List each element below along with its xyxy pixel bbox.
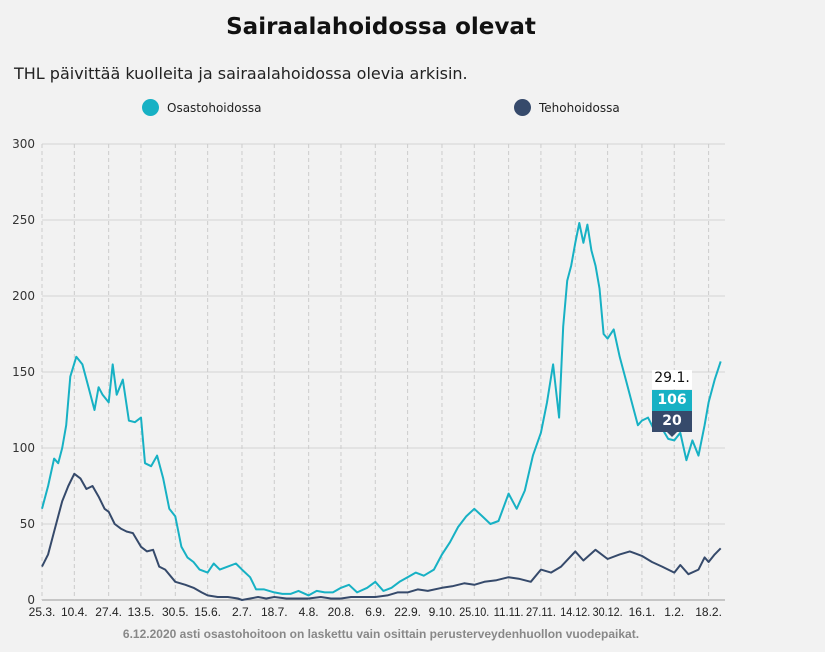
x-tick-label: 1.2. bbox=[664, 605, 684, 619]
y-tick-label: 50 bbox=[20, 517, 35, 531]
legend-dot-icon bbox=[514, 99, 531, 116]
y-tick-label: 200 bbox=[12, 289, 35, 303]
x-tick-label: 13.5. bbox=[128, 605, 155, 619]
tooltip-arrow-icon bbox=[667, 432, 677, 442]
legend-label: Tehohoidossa bbox=[539, 100, 620, 115]
y-tick-label: 250 bbox=[12, 213, 35, 227]
x-tick-label: 18.7. bbox=[261, 605, 288, 619]
x-tick-label: 6.9. bbox=[365, 605, 385, 619]
chart-subtitle: THL päivittää kuolleita ja sairaalahoido… bbox=[14, 64, 468, 83]
legend-dot-icon bbox=[142, 99, 159, 116]
tooltip-date: 29.1. bbox=[652, 370, 692, 389]
y-tick-label: 0 bbox=[27, 593, 35, 607]
x-tick-label: 22.9. bbox=[394, 605, 421, 619]
x-tick-label: 16.1. bbox=[629, 605, 656, 619]
series-line-osastohoidossa bbox=[41, 222, 722, 597]
x-tick-label: 11.11. bbox=[494, 605, 524, 619]
footnote: 6.12.2020 asti osastohoitoon on laskettu… bbox=[122, 627, 640, 641]
legend-label: Osastohoidossa bbox=[167, 100, 262, 115]
y-tick-label: 100 bbox=[12, 441, 35, 455]
x-tick-label: 25.3. bbox=[29, 605, 56, 619]
y-tick-label: 300 bbox=[12, 137, 35, 151]
x-tick-label: 25.10. bbox=[459, 605, 489, 619]
legend-item-osasto[interactable]: Osastohoidossa bbox=[142, 99, 261, 116]
chart-title: Sairaalahoidossa olevat bbox=[226, 14, 536, 40]
x-tick-label: 10.4. bbox=[61, 605, 88, 619]
legend-item-teho[interactable]: Tehohoidossa bbox=[514, 99, 620, 116]
x-tick-label: 18.2. bbox=[695, 605, 722, 619]
x-tick-label: 30.12. bbox=[593, 605, 623, 619]
x-tick-label: 20.8. bbox=[328, 605, 355, 619]
x-tick-label: 27.4. bbox=[95, 605, 122, 619]
x-tick-label: 9.10. bbox=[429, 605, 456, 619]
tooltip-osasto-value: 106 bbox=[652, 390, 692, 411]
y-tick-label: 150 bbox=[12, 365, 35, 379]
x-tick-label: 2.7. bbox=[232, 605, 252, 619]
x-tick-label: 14.12. bbox=[560, 605, 590, 619]
x-tick-label: 30.5. bbox=[162, 605, 189, 619]
tooltip-teho-value: 20 bbox=[652, 411, 692, 432]
series-line-tehohoidossa bbox=[41, 472, 722, 601]
x-tick-label: 27.11. bbox=[526, 605, 556, 619]
x-tick-label: 4.8. bbox=[299, 605, 319, 619]
x-tick-label: 15.6. bbox=[194, 605, 221, 619]
